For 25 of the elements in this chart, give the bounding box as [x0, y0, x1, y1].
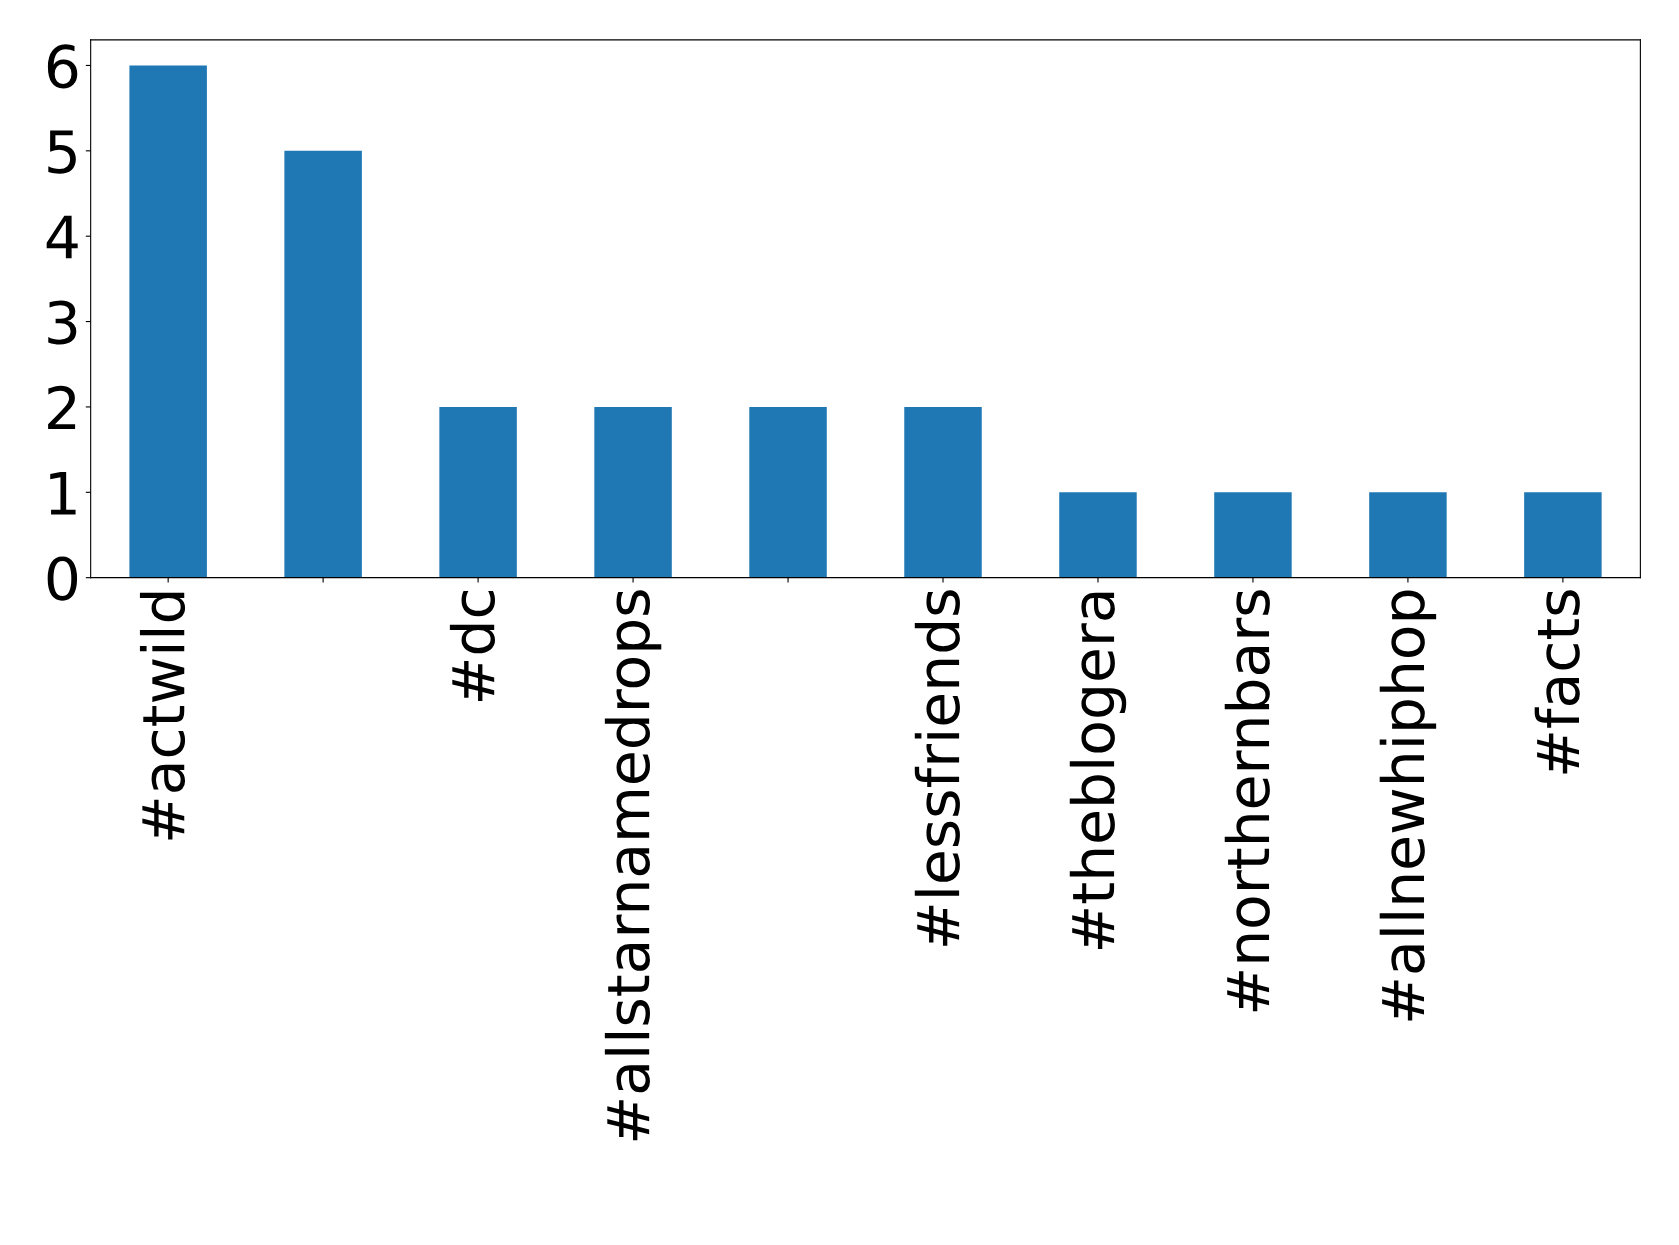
- x-tick-label: #actwild: [139, 592, 186, 840]
- y-tick-label: 2: [48, 385, 76, 430]
- bar: [284, 150, 362, 578]
- y-tick-label: 4: [46, 215, 78, 259]
- bar: [439, 406, 517, 578]
- x-tick-label: #facts: [1534, 590, 1580, 774]
- bar: [1214, 492, 1292, 578]
- y-tick-label: 1: [50, 471, 76, 515]
- x-tick-label: #lessfriends: [914, 590, 960, 946]
- x-tick-label: #northernbars: [1224, 590, 1270, 1012]
- bar: [129, 65, 207, 578]
- bar: [1524, 492, 1602, 578]
- bar: [749, 406, 827, 578]
- x-tick-label: #dc: [449, 591, 496, 701]
- y-tick-label: 0: [47, 556, 78, 601]
- x-tick-label: #allstarnamedrops: [604, 590, 662, 1141]
- x-tick-label: #allnewhiphop: [1379, 590, 1437, 1021]
- bar: [1369, 492, 1447, 578]
- y-tick-label: 3: [48, 300, 77, 345]
- y-tick-label: 5: [48, 130, 76, 174]
- x-tick-label: #theblogera: [1069, 592, 1127, 950]
- bar: [904, 406, 982, 578]
- bar: [594, 406, 672, 578]
- bar: [1059, 492, 1137, 578]
- y-tick-label: 6: [47, 44, 78, 89]
